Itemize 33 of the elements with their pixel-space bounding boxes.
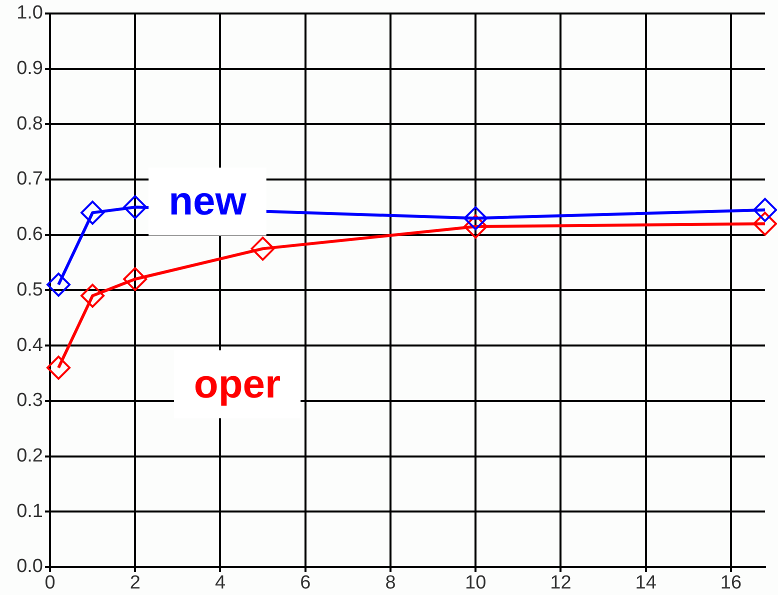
x-tick-label: 8 — [385, 572, 396, 594]
x-tick-label: 0 — [44, 572, 56, 594]
y-tick-label: 0.7 — [16, 168, 43, 190]
point — [250, 236, 275, 261]
y-tick-label: 0.8 — [16, 113, 43, 134]
point — [123, 267, 148, 292]
point — [46, 356, 71, 380]
x-tick-label: 2 — [130, 572, 140, 594]
x-tick-label: 10 — [465, 572, 486, 594]
y-tick-label: 0.5 — [16, 279, 43, 300]
x-tick-label: 4 — [214, 572, 226, 594]
point — [753, 198, 777, 222]
point — [80, 284, 105, 308]
point — [464, 214, 488, 239]
y-tick-label: 0.3 — [16, 390, 43, 412]
y-tick-label: 0.9 — [16, 58, 43, 79]
x-tick-label: 6 — [300, 572, 311, 594]
series-label: new — [168, 180, 248, 224]
point — [46, 272, 71, 297]
point — [753, 212, 777, 236]
y-tick-label: 0.6 — [16, 224, 43, 246]
x-tick-label: 12 — [550, 572, 572, 594]
x-tick-label: 14 — [635, 572, 657, 594]
y-tick-label: 0.0 — [16, 556, 43, 578]
x-tick-label: 16 — [720, 572, 742, 594]
point — [464, 206, 488, 230]
y-tick-label: 0.1 — [16, 500, 43, 522]
y-tick-label: 1.0 — [16, 2, 43, 24]
point — [80, 200, 105, 225]
text: oper — [194, 362, 281, 406]
point — [123, 195, 148, 220]
y-tick-label: 0.4 — [16, 334, 44, 356]
y-tick-label: 0.2 — [16, 446, 43, 467]
